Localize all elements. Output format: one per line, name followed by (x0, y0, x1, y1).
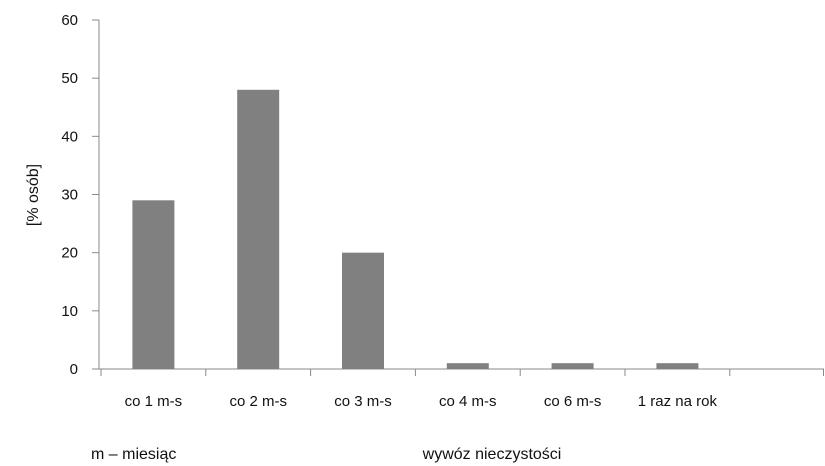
x-axis-title: wywóz nieczystości (422, 446, 562, 463)
footnote: m – miesiąc (91, 446, 176, 463)
y-tick-label: 20 (61, 245, 78, 262)
bar (551, 363, 594, 369)
x-tick-label: 1 raz na rok (638, 393, 718, 410)
x-tick-label: co 6 m-s (544, 393, 602, 410)
bars (132, 89, 699, 370)
y-tick-label: 30 (61, 187, 78, 204)
y-tick-label: 50 (61, 70, 78, 87)
y-tick-label: 60 (61, 12, 78, 29)
y-tick-label: 40 (61, 128, 78, 145)
bar (656, 363, 699, 369)
x-tick-label: co 3 m-s (334, 393, 392, 410)
y-axis-title: [% osób] (25, 164, 42, 226)
x-tick-label: co 4 m-s (439, 393, 497, 410)
bar (342, 252, 384, 369)
x-axis: co 1 m-s co 2 m-s co 3 m-s co 4 m-s co 6 m-s… (92, 368, 824, 410)
y-axis: 0 10 20 30 40 50 60 (61, 12, 100, 378)
x-tick-label: co 1 m-s (125, 393, 183, 410)
y-tick-label: 0 (70, 361, 78, 378)
bar (237, 89, 280, 370)
bar (132, 200, 175, 369)
x-tick-label: co 2 m-s (229, 393, 287, 410)
bar (446, 363, 489, 369)
y-tick-label: 10 (61, 303, 78, 320)
